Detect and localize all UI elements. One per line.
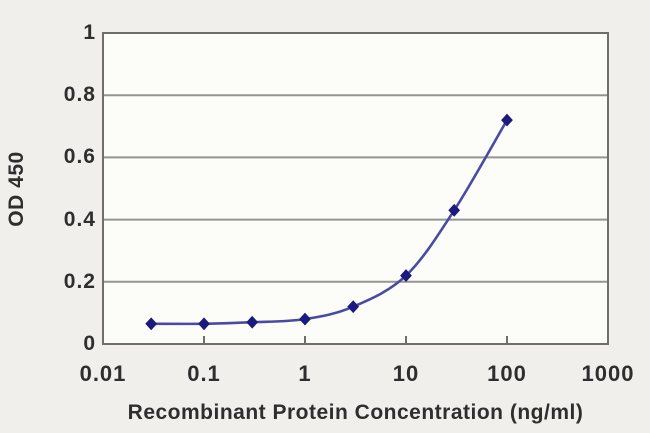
y-tick-label: 0.6: [63, 145, 96, 169]
x-tick-label: 1000: [581, 361, 635, 386]
y-tick-label: 0.4: [63, 207, 96, 231]
data-point-marker: [501, 113, 513, 127]
y-tick-label: 0.2: [63, 269, 96, 293]
y-tick-label: 0.8: [63, 83, 96, 107]
data-point-marker: [299, 312, 311, 326]
data-point-marker: [347, 300, 360, 314]
x-tick-label: 100: [487, 361, 527, 386]
data-point-marker: [448, 203, 461, 217]
x-tick-label: 1: [298, 361, 312, 386]
data-point-marker: [400, 269, 412, 283]
data-point-marker: [198, 317, 210, 331]
x-tick-label: 0.01: [79, 361, 127, 386]
data-point-marker: [145, 317, 158, 331]
x-tick-label: 0.1: [187, 361, 221, 386]
plot-frame: [102, 32, 609, 345]
x-axis-title: Recombinant Protein Concentration (ng/ml…: [127, 401, 584, 424]
y-tick-label: 0: [83, 332, 96, 355]
x-tick-label: 10: [392, 361, 420, 386]
y-tick-label: 1: [83, 21, 96, 44]
data-point-marker: [246, 315, 259, 329]
plot-background: [103, 33, 608, 344]
